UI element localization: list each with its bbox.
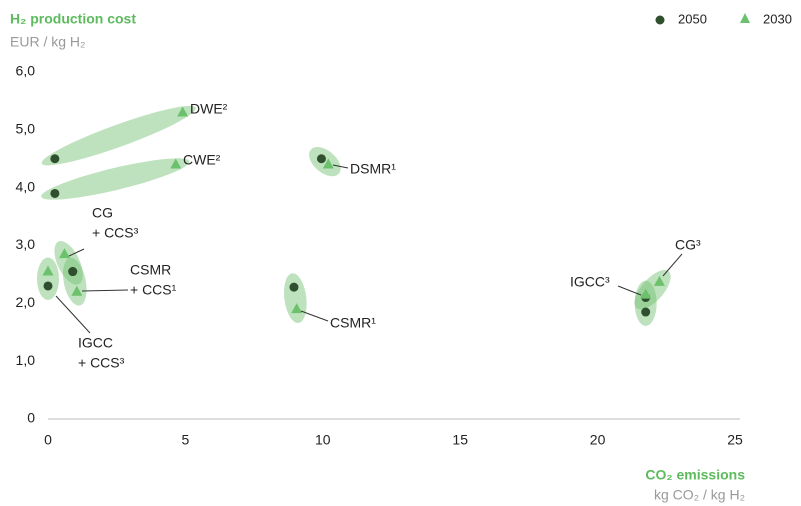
annotation: DSMR¹: [350, 161, 396, 177]
point: [42, 265, 54, 276]
leader-line: [662, 253, 683, 277]
point: [322, 158, 334, 169]
group-ellipse: [41, 158, 190, 200]
x-tick-label: 20: [590, 432, 606, 448]
group-ellipse: [283, 273, 307, 324]
annotation: CG: [92, 205, 113, 221]
annotation: IGCC³: [570, 274, 610, 290]
point: [316, 154, 326, 164]
group-ellipse: [634, 280, 657, 327]
point: [289, 282, 299, 292]
annotation: CG³: [675, 237, 701, 253]
point: [177, 106, 189, 117]
x-tick-label: 10: [315, 432, 331, 448]
annotation: CSMR¹: [330, 315, 376, 331]
point: [43, 281, 53, 291]
x-axis-label: CO₂ emissions: [645, 467, 745, 483]
chart-title: H₂ production cost: [10, 11, 136, 27]
annotation: IGCC: [78, 335, 113, 351]
y-tick-label: 4,0: [16, 178, 36, 194]
x-axis-unit: kg CO₂ / kg H₂: [654, 487, 745, 503]
annotation: + CCS³: [92, 225, 139, 241]
point: [641, 307, 651, 317]
annotation: + CCS³: [78, 355, 125, 371]
legend-marker: [655, 15, 665, 25]
x-tick-label: 15: [452, 432, 468, 448]
point: [71, 285, 83, 296]
leader-line: [68, 248, 85, 257]
leader-line: [300, 310, 329, 322]
y-tick-label: 1,0: [16, 352, 36, 368]
leader-line: [81, 289, 129, 292]
y-tick-label: 0: [27, 410, 35, 426]
point: [58, 248, 70, 259]
leader-line: [55, 295, 91, 334]
group-ellipse: [41, 105, 196, 166]
y-tick-label: 2,0: [16, 294, 36, 310]
y-axis-label: EUR / kg H₂: [10, 34, 85, 50]
y-tick-label: 5,0: [16, 121, 36, 137]
x-tick-label: 0: [44, 432, 52, 448]
point: [653, 275, 665, 286]
point: [50, 154, 60, 164]
point: [640, 288, 652, 299]
point: [68, 267, 78, 277]
point: [50, 188, 60, 198]
annotation: CSMR: [130, 262, 171, 278]
x-tick-label: 25: [727, 432, 743, 448]
y-tick-label: 3,0: [16, 236, 36, 252]
annotation: CWE²: [183, 152, 221, 168]
legend-marker: [740, 13, 750, 23]
leader-line: [617, 285, 642, 296]
x-tick-label: 5: [182, 432, 190, 448]
annotation: + CCS¹: [130, 282, 177, 298]
y-tick-label: 6,0: [16, 63, 36, 79]
point: [170, 158, 182, 169]
leader-line: [332, 164, 349, 169]
group-ellipse: [37, 257, 59, 300]
annotation: DWE²: [190, 101, 228, 117]
legend-label: 2050: [678, 11, 707, 26]
point: [291, 303, 303, 314]
legend-label: 2030: [763, 11, 792, 26]
